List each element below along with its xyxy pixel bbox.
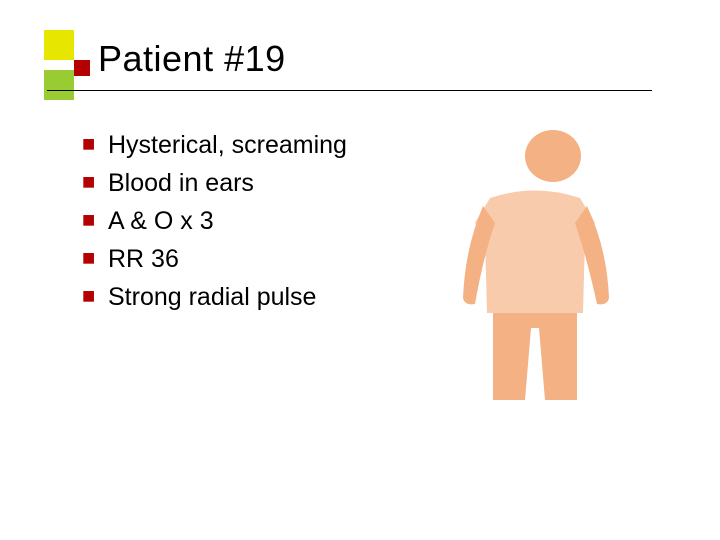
list-item: ■ RR 36 <box>98 242 347 276</box>
bullet-text: RR 36 <box>108 242 179 276</box>
person-icon <box>435 128 635 408</box>
title-underline <box>47 90 652 91</box>
list-item: ■ A & O x 3 <box>98 204 347 238</box>
slide-title: Patient #19 <box>98 38 286 80</box>
bullet-text: A & O x 3 <box>108 204 214 238</box>
decor-square-2 <box>44 70 74 100</box>
bullet-list: ■ Hysterical, screaming ■ Blood in ears … <box>98 128 347 318</box>
bullet-marker-icon: ■ <box>82 242 92 274</box>
bullet-text: Blood in ears <box>108 166 254 200</box>
bullet-marker-icon: ■ <box>82 280 92 312</box>
bullet-marker-icon: ■ <box>82 128 92 160</box>
decor-square-3 <box>74 60 90 76</box>
bullet-marker-icon: ■ <box>82 204 92 236</box>
list-item: ■ Blood in ears <box>98 166 347 200</box>
bullet-text: Strong radial pulse <box>108 280 316 314</box>
bullet-marker-icon: ■ <box>82 166 92 198</box>
list-item: ■ Hysterical, screaming <box>98 128 347 162</box>
decor-square-1 <box>44 30 74 60</box>
slide: Patient #19 ■ Hysterical, screaming ■ Bl… <box>0 0 720 540</box>
list-item: ■ Strong radial pulse <box>98 280 347 314</box>
bullet-text: Hysterical, screaming <box>108 128 347 162</box>
